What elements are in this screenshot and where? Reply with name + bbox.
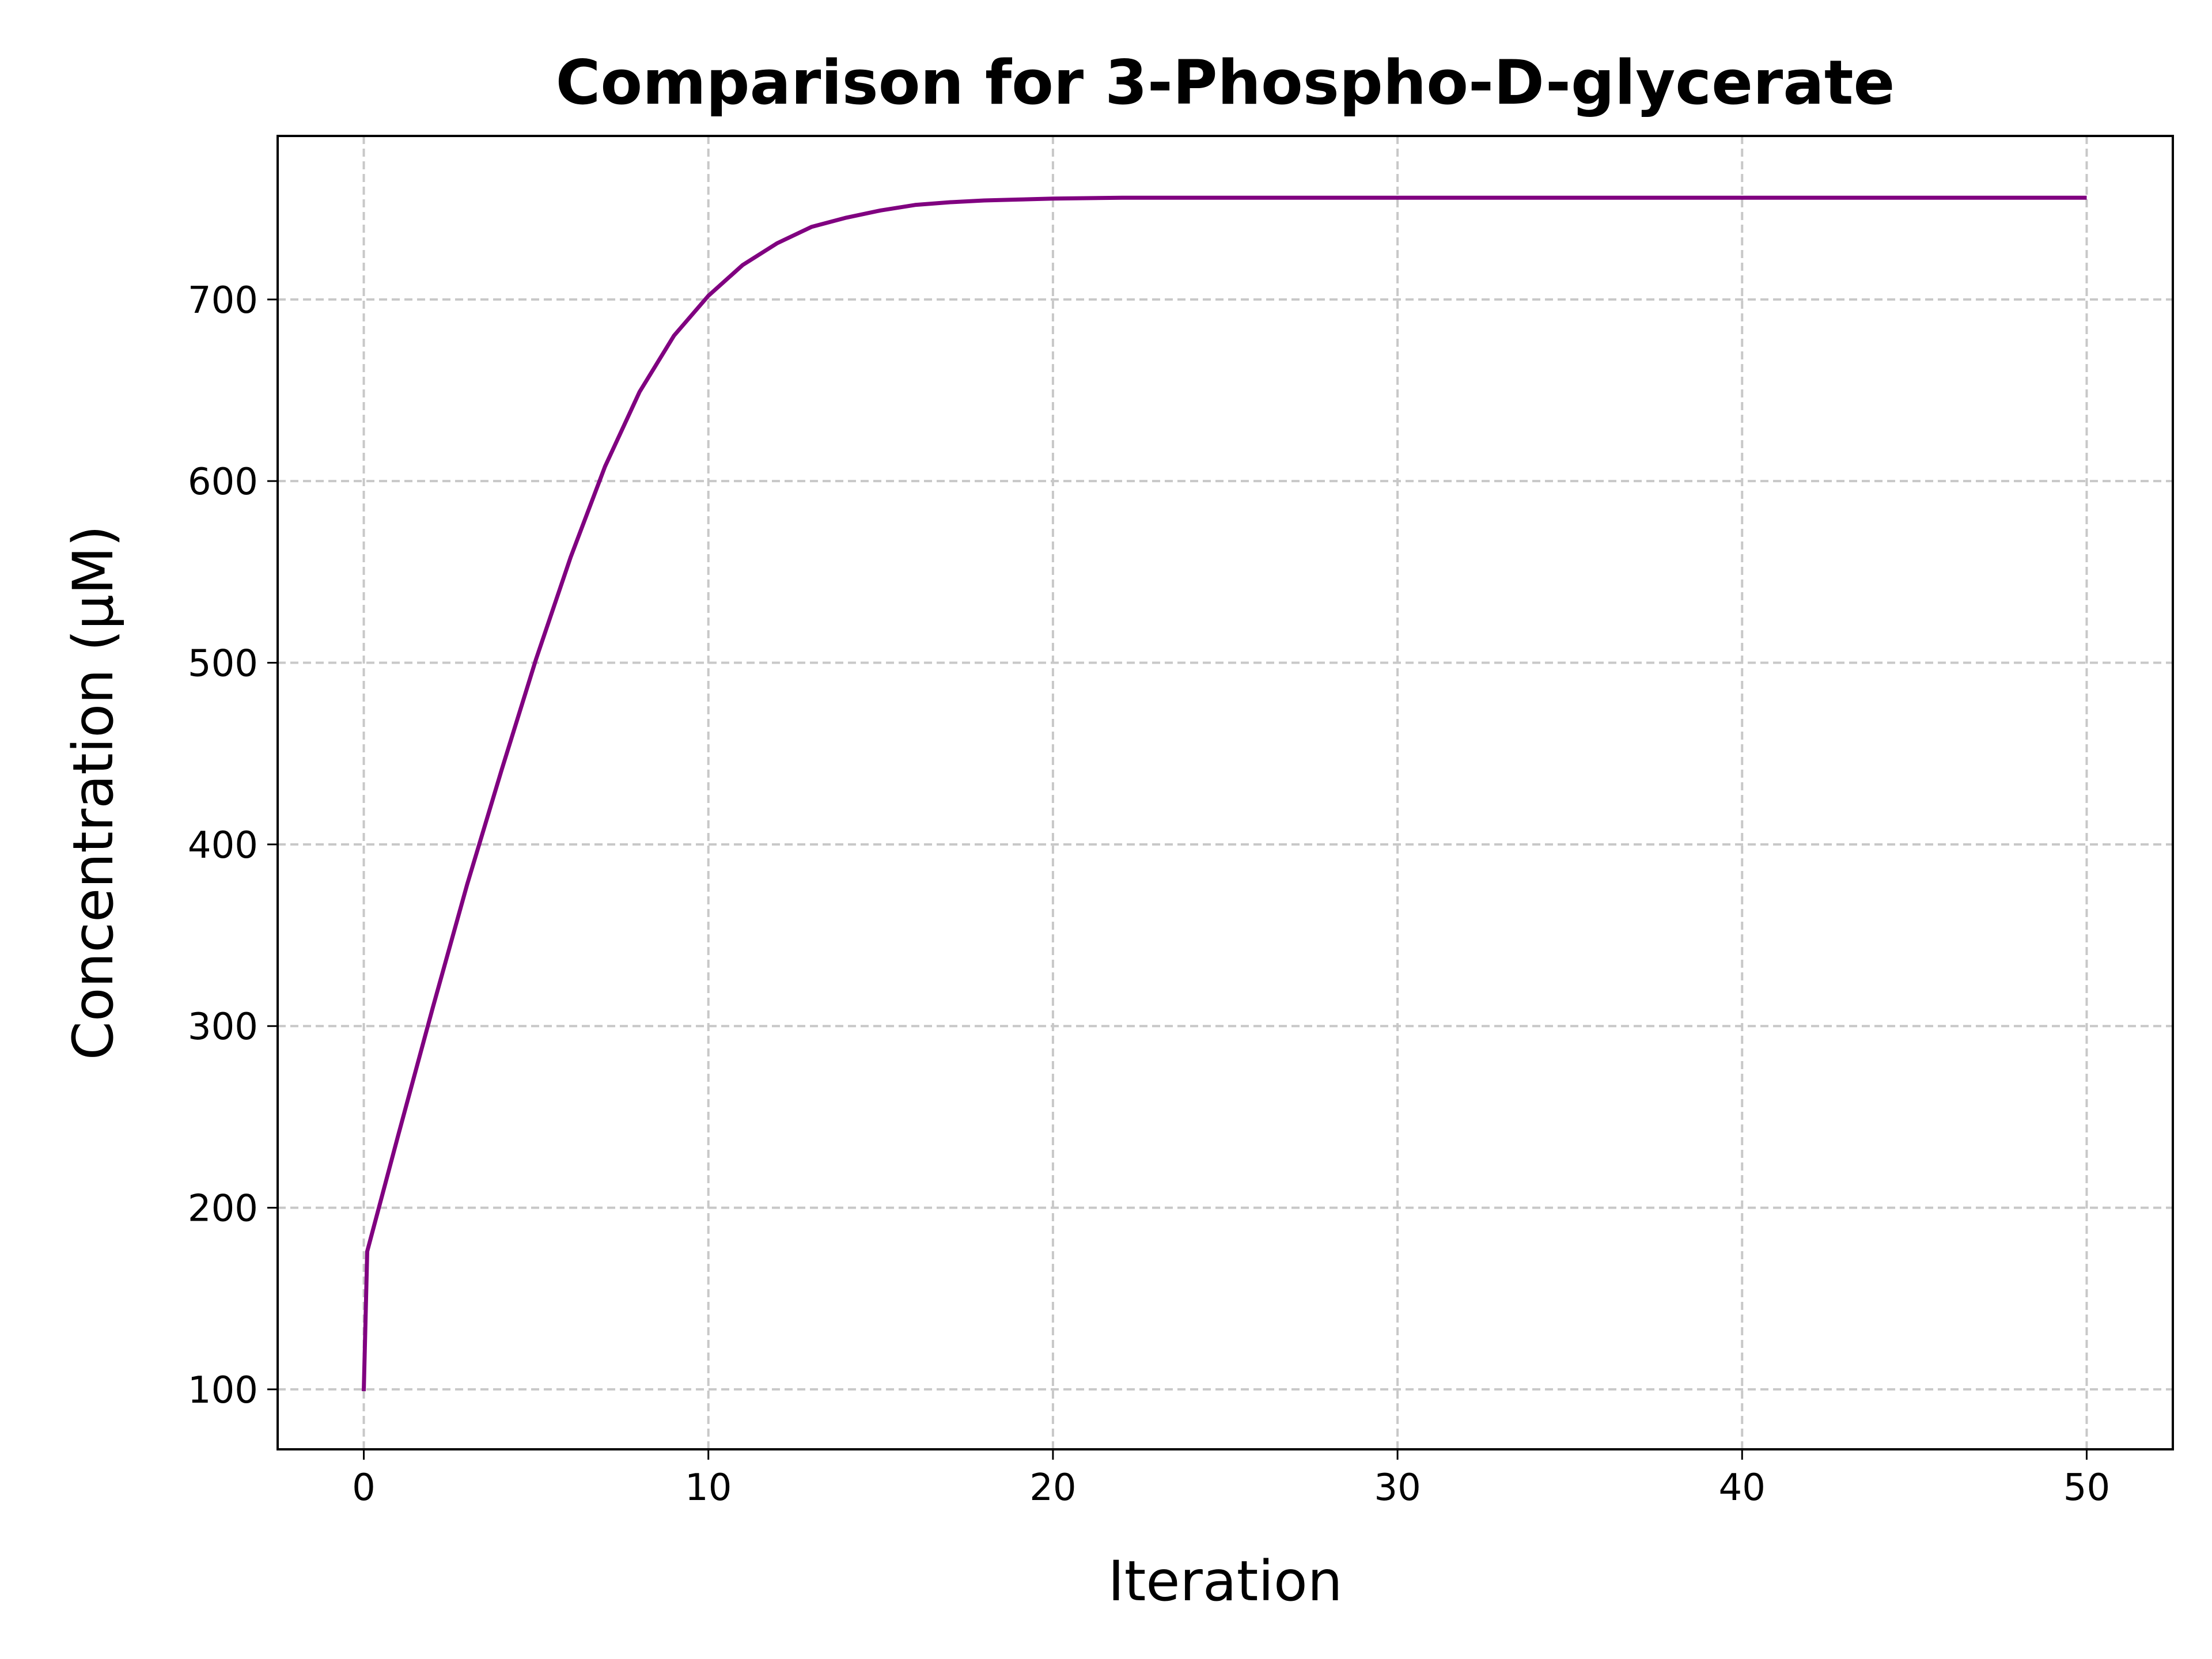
axis-ticks: 0 10 20 30 40 50 100 200 300 400 500 600 700 xyxy=(188,279,2110,1509)
x-tick-label: 10 xyxy=(685,1467,732,1509)
y-tick-label: 100 xyxy=(188,1369,258,1412)
series-layer xyxy=(362,195,2087,1392)
x-tick-label: 30 xyxy=(1374,1467,1421,1509)
x-tick-label: 0 xyxy=(352,1467,376,1509)
y-tick-label: 300 xyxy=(188,1006,258,1048)
plot-area-frame xyxy=(276,135,2174,1450)
y-tick-label: 500 xyxy=(188,643,258,685)
x-tick-label: 50 xyxy=(2063,1467,2110,1509)
x-tick-label: 40 xyxy=(1719,1467,1766,1509)
y-axis-label: Concentration (μM) xyxy=(61,525,126,1060)
y-tick-label: 400 xyxy=(188,824,258,867)
x-tick-label: 20 xyxy=(1029,1467,1076,1509)
y-tick-label: 700 xyxy=(188,279,258,322)
grid-lines xyxy=(278,136,2173,1449)
y-tick-label: 200 xyxy=(188,1188,258,1230)
x-axis-label: Iteration xyxy=(1108,1549,1342,1613)
y-tick-label: 600 xyxy=(188,461,258,503)
series-line xyxy=(362,195,2087,1392)
chart-title: Comparison for 3-Phospho-D-glycerate xyxy=(556,47,1895,118)
